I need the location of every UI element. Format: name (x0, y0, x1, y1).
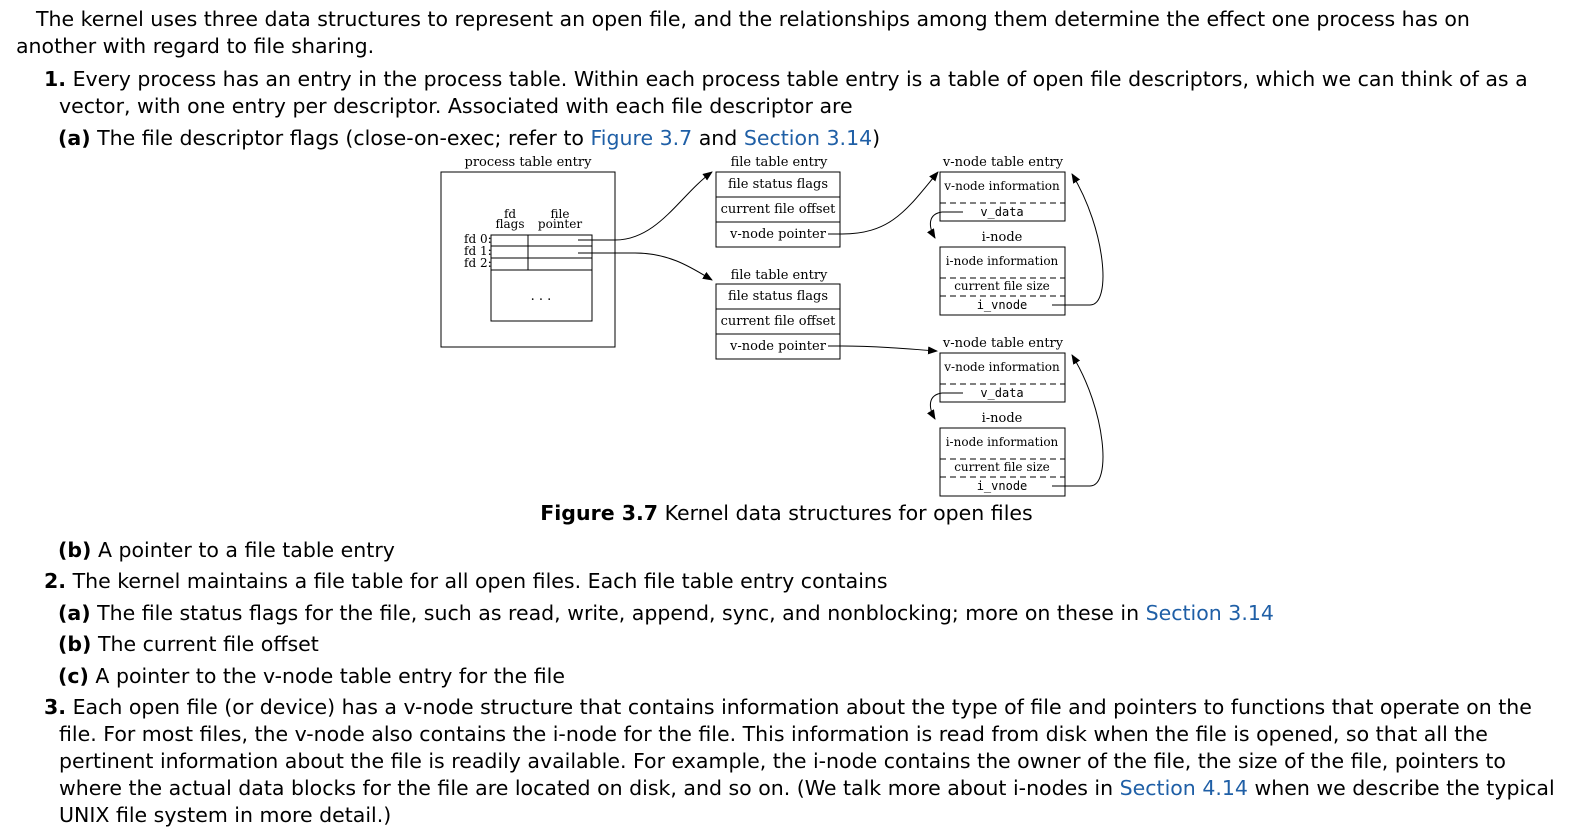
sub-item-label: (c) (58, 664, 89, 688)
intro-paragraph: The kernel uses three data structures to… (16, 7, 1470, 58)
link-section-3-14[interactable]: Section 3.14 (743, 126, 873, 150)
sub-item-text: The file status flags for the file, such… (97, 601, 1140, 625)
file2-to-vnode2-arrow (828, 345, 938, 355)
sub-item-text-after: ) (872, 126, 881, 150)
figure-3-7: process table entry fd flags file pointe… (430, 150, 1130, 500)
link-figure-3-7[interactable]: Figure 3.7 (590, 126, 693, 150)
kernel-data-structures-diagram: process table entry fd flags file pointe… (440, 155, 1104, 497)
list-item-3: 3. Each open file (or device) has a v-no… (44, 694, 1564, 829)
inode-label-1: i-node (982, 230, 1023, 245)
sub-item-2c: (c) A pointer to the v-node table entry … (58, 663, 1538, 690)
figure-caption: Figure 3.7 Kernel data structures for op… (0, 500, 1573, 527)
file1-to-vnode1-arrow (828, 171, 939, 235)
fd1-to-file-table-arrow (578, 252, 713, 281)
process-table-title: process table entry (465, 155, 593, 170)
current-file-size-2: current file size (954, 460, 1050, 474)
ivnode-to-vnode-arrow-2 (1052, 354, 1104, 487)
sub-item-text: A pointer to the v-node table entry for … (95, 664, 565, 688)
link-section-4-14[interactable]: Section 4.14 (1119, 776, 1248, 800)
sub-item-2a: (a) The file status flags for the file, … (58, 600, 1538, 627)
item-text: The kernel maintains a file table for al… (72, 569, 888, 593)
item-text: Each open file (or device) has a v-node … (59, 695, 1532, 800)
inode-info-1: i-node information (946, 254, 1059, 268)
inode-label-2: i-node (982, 411, 1023, 426)
current-file-offset-2: current file offset (721, 314, 837, 329)
i-vnode-1: i_vnode (977, 298, 1028, 312)
inode-info-2: i-node information (946, 435, 1059, 449)
list-item-1: 1. Every process has an entry in the pro… (44, 66, 1559, 120)
file-status-flags-1: file status flags (728, 177, 828, 192)
fd-1-label: fd 1: (464, 244, 492, 258)
sub-item-label: (b) (58, 538, 92, 562)
sub-item-label: (a) (58, 601, 91, 625)
fd-flags-header-1: fd (504, 207, 516, 221)
item-number: 3. (44, 695, 67, 719)
link-section-3-14-b[interactable]: Section 3.14 (1145, 601, 1274, 625)
sub-item-text: A pointer to a file table entry (97, 538, 395, 562)
file-status-flags-2: file status flags (728, 289, 828, 304)
vdata-to-inode-arrow-2 (927, 392, 963, 420)
fd0-to-file-table-arrow (578, 171, 713, 241)
fd-0-label: fd 0: (464, 232, 492, 246)
file-pointer-header-2: pointer (538, 217, 582, 231)
item-number: 2. (44, 569, 67, 593)
v-node-pointer-2: v-node pointer (729, 339, 827, 354)
fd-table-box (490, 234, 593, 322)
fd-flags-header-2: flags (496, 217, 525, 231)
sub-item-text-mid: and (698, 126, 738, 150)
vnode-info-2: v-node information (943, 360, 1060, 374)
file-table-title-2: file table entry (731, 268, 828, 283)
item-text: Every process has an entry in the proces… (59, 67, 1528, 118)
fd-ellipsis: . . . (531, 289, 552, 304)
item-number: 1. (44, 67, 67, 91)
sub-item-label: (a) (58, 126, 91, 150)
file-table-title-1: file table entry (731, 155, 828, 170)
list-item-2: 2. The kernel maintains a file table for… (44, 568, 1559, 595)
file-pointer-header-1: file (551, 207, 570, 221)
sub-item-label: (b) (58, 632, 92, 656)
ivnode-to-vnode-arrow-1 (1052, 173, 1104, 306)
process-table-box (440, 171, 616, 348)
vdata-to-inode-arrow-1 (927, 211, 963, 239)
current-file-offset-1: current file offset (721, 202, 837, 217)
v-node-pointer-1: v-node pointer (729, 227, 827, 242)
vnode-table-title-2: v-node table entry (942, 336, 1064, 351)
v-data-1: v_data (980, 205, 1023, 219)
figure-caption-text: Kernel data structures for open files (664, 501, 1033, 525)
sub-item-2b: (b) The current file offset (58, 631, 1538, 658)
current-file-size-1: current file size (954, 279, 1050, 293)
sub-item-1a: (a) The file descriptor flags (close-on-… (58, 125, 1538, 152)
v-data-2: v_data (980, 386, 1023, 400)
item-text-after: when we describe the typical UNIX file s… (59, 776, 1555, 827)
vnode-table-title-1: v-node table entry (942, 155, 1064, 170)
vnode-info-1: v-node information (943, 179, 1060, 193)
sub-item-1b: (b) A pointer to a file table entry (58, 537, 1538, 564)
fd-2-label: fd 2: (464, 256, 492, 270)
sub-item-text: The file descriptor flags (close-on-exec… (97, 126, 584, 150)
sub-item-text: The current file offset (97, 632, 319, 656)
i-vnode-2: i_vnode (977, 479, 1028, 493)
figure-caption-label: Figure 3.7 (540, 501, 659, 525)
